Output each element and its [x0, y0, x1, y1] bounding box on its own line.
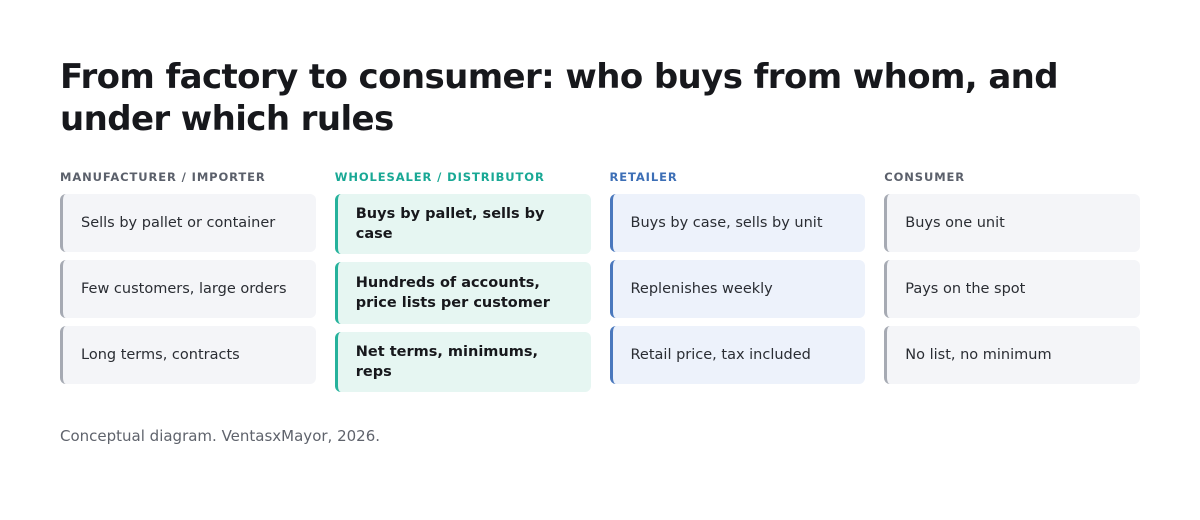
source-caption: Conceptual diagram. VentasxMayor, 2026.: [60, 427, 381, 445]
diagram-cell: Few customers, large orders: [60, 260, 316, 318]
diagram-cell: Replenishes weekly: [609, 260, 866, 318]
diagram-cell: Long terms, contracts: [60, 326, 316, 384]
column-header: RETAILER: [609, 170, 678, 184]
column-header: WHOLESALER / DISTRIBUTOR: [334, 170, 545, 184]
diagram-cell: Buys by case, sells by unit: [609, 194, 866, 252]
diagram-cell: Buys by pallet, sells by case: [334, 194, 591, 254]
column-manufacturer: MANUFACTURER / IMPORTER Sells by pallet …: [60, 170, 316, 392]
column-cells: Sells by pallet or container Few custome…: [60, 194, 316, 384]
column-retailer: RETAILER Buys by case, sells by unit Rep…: [609, 170, 866, 392]
diagram-cell: Hundreds of accounts, price lists per cu…: [334, 262, 591, 324]
column-header: CONSUMER: [884, 170, 966, 184]
diagram-cell: Retail price, tax included: [609, 326, 866, 384]
diagram-cell: No list, no minimum: [884, 326, 1140, 384]
column-cells: Buys one unit Pays on the spot No list, …: [884, 194, 1140, 384]
diagram-cell: Pays on the spot: [884, 260, 1140, 318]
column-consumer: CONSUMER Buys one unit Pays on the spot …: [884, 170, 1140, 392]
diagram-cell: Sells by pallet or container: [60, 194, 316, 252]
column-wholesaler: WHOLESALER / DISTRIBUTOR Buys by pallet,…: [334, 170, 591, 392]
column-cells: Buys by pallet, sells by case Hundreds o…: [334, 194, 591, 392]
column-header: MANUFACTURER / IMPORTER: [60, 170, 266, 184]
diagram-columns: MANUFACTURER / IMPORTER Sells by pallet …: [60, 170, 1140, 392]
column-cells: Buys by case, sells by unit Replenishes …: [609, 194, 866, 384]
diagram-cell: Buys one unit: [884, 194, 1140, 252]
diagram-cell: Net terms, minimums, reps: [334, 332, 591, 392]
page-title: From factory to consumer: who buys from …: [60, 57, 1059, 139]
